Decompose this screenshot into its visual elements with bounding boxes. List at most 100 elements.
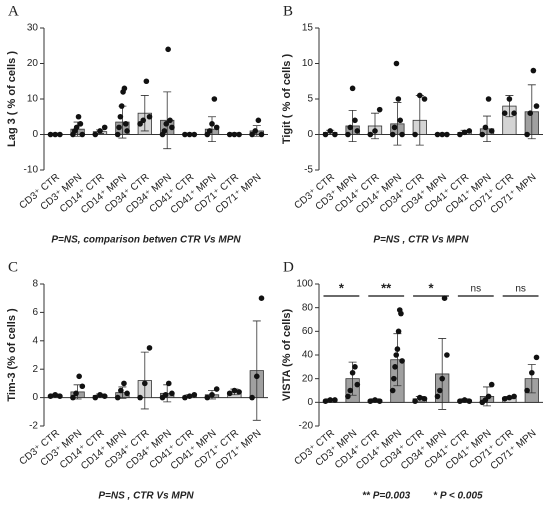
data-point — [231, 131, 238, 138]
data-point — [101, 393, 108, 399]
y-tick-label: 0 — [307, 129, 313, 140]
panel-letter: A — [8, 3, 19, 19]
data-point — [461, 397, 468, 403]
y-tick-label: -5 — [304, 165, 313, 176]
data-point — [258, 131, 265, 138]
data-point — [485, 96, 492, 102]
data-point — [527, 110, 534, 116]
data-point — [530, 67, 537, 74]
y-tick-label: 6 — [32, 307, 38, 318]
data-point — [439, 375, 446, 382]
data-point — [457, 131, 463, 138]
data-point — [101, 124, 108, 131]
data-point — [511, 110, 517, 116]
data-point — [394, 346, 401, 352]
data-point — [506, 394, 513, 401]
data-point — [76, 373, 82, 380]
data-point — [70, 394, 76, 401]
error-bar — [208, 116, 216, 142]
data-point — [162, 391, 169, 398]
data-point — [506, 96, 513, 102]
data-point — [124, 128, 130, 134]
data-point — [488, 128, 495, 134]
data-point — [395, 328, 402, 335]
panel-letter: B — [283, 3, 293, 19]
data-point — [511, 393, 517, 400]
data-point — [466, 128, 473, 134]
data-point — [77, 121, 84, 127]
data-point — [524, 387, 530, 394]
data-point — [501, 395, 508, 402]
data-point — [354, 381, 361, 388]
data-point — [52, 391, 58, 398]
error-bar — [527, 364, 536, 394]
data-point — [206, 128, 213, 134]
data-point — [52, 131, 58, 138]
data-point — [392, 364, 398, 370]
data-point — [47, 131, 54, 138]
y-tick-label: 40 — [302, 350, 314, 361]
y-tick-label: 0 — [307, 397, 313, 408]
error-bar — [371, 112, 379, 140]
data-point — [146, 113, 153, 120]
data-point — [479, 131, 486, 138]
data-point — [398, 310, 404, 317]
data-point — [226, 390, 233, 397]
y-tick-label: 4 — [32, 335, 38, 346]
data-point — [186, 393, 193, 399]
data-point — [444, 352, 450, 358]
data-point — [444, 131, 450, 138]
note: * P < 0.005 — [433, 491, 483, 502]
y-tick-label: 60 — [302, 326, 314, 337]
data-point — [376, 398, 383, 404]
data-point — [92, 131, 99, 138]
data-point — [79, 383, 86, 390]
data-point — [529, 369, 535, 376]
data-point — [57, 393, 63, 399]
note: ** P=0.003 — [362, 491, 411, 502]
data-point — [236, 131, 242, 138]
data-point — [345, 131, 351, 138]
data-point — [327, 128, 334, 134]
data-point — [488, 381, 495, 388]
data-point — [376, 106, 383, 113]
data-point — [421, 96, 428, 102]
y-tick-label: 2 — [32, 364, 38, 375]
data-point — [399, 131, 405, 138]
data-point — [75, 113, 82, 120]
data-point — [412, 131, 418, 138]
data-point — [118, 103, 125, 109]
y-tick-label: 30 — [27, 23, 39, 34]
data-point — [186, 131, 193, 138]
data-point — [352, 117, 358, 124]
data-point — [191, 131, 198, 138]
data-point — [79, 131, 86, 138]
data-point — [349, 85, 356, 92]
data-point — [169, 390, 175, 397]
data-point — [437, 387, 443, 394]
y-tick-label: 15 — [302, 23, 314, 34]
data-point — [393, 60, 400, 67]
significance-label: ns — [515, 284, 526, 295]
data-point — [163, 121, 170, 127]
y-axis-label: Tim-3 (% of cells ) — [6, 308, 18, 402]
error-bar — [252, 320, 261, 421]
y-tick-label: 0 — [32, 129, 38, 140]
y-axis-label: VISTA (% of cells) — [281, 309, 293, 402]
y-tick-label: -2 — [29, 421, 38, 432]
data-point — [213, 124, 220, 131]
data-point — [327, 397, 334, 403]
data-point — [322, 131, 329, 138]
error-bar — [393, 102, 402, 146]
data-point — [143, 78, 150, 85]
data-point — [485, 393, 492, 400]
data-point — [524, 131, 530, 138]
data-point — [349, 369, 356, 376]
data-point — [441, 295, 448, 302]
data-point — [191, 391, 198, 398]
data-point — [121, 85, 128, 92]
error-bar — [140, 351, 149, 410]
data-point — [97, 391, 103, 398]
data-point — [182, 394, 188, 401]
data-point — [332, 397, 338, 403]
